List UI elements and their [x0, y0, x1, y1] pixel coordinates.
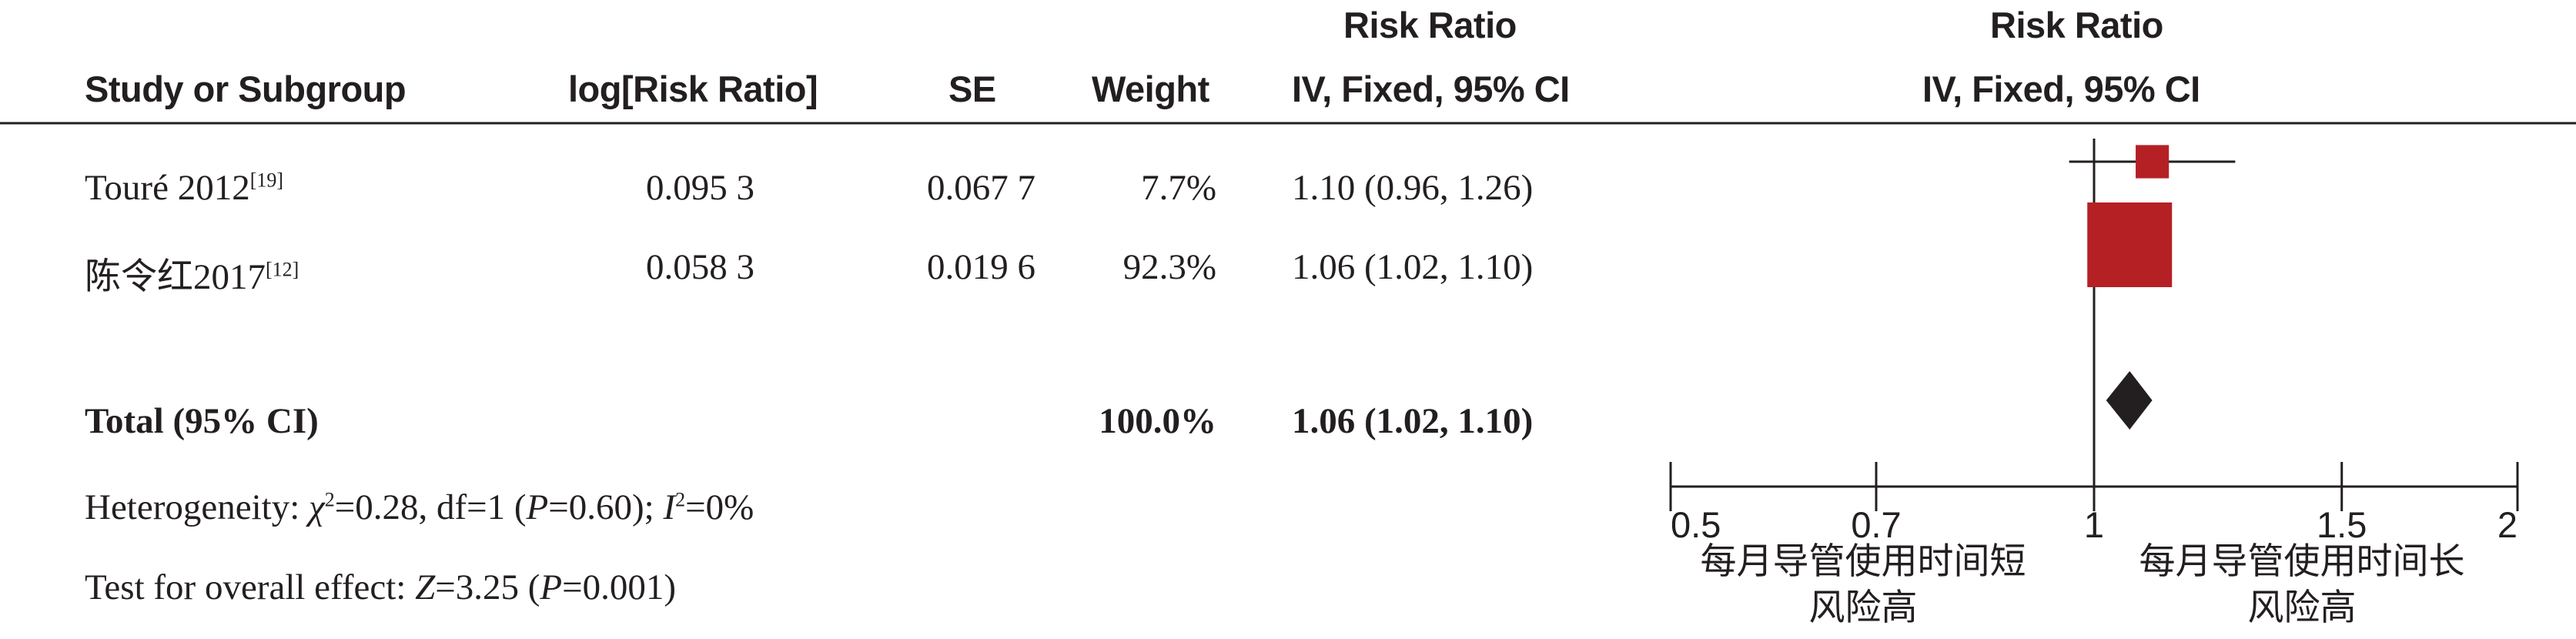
study-se: 0.019 6 — [927, 247, 1035, 287]
axis-caption-right-line2: 风险高 — [2247, 587, 2357, 629]
header-weight: Weight — [1092, 69, 1209, 109]
axis-caption-right: 每月导管使用时间长 风险高 — [2094, 539, 2510, 631]
i-symbol: I — [663, 487, 676, 527]
chi-value: =0.28, df=1 ( — [334, 487, 527, 527]
z-value: =3.25 ( — [435, 567, 540, 607]
header-plot-title: Risk Ratio — [1990, 5, 2163, 45]
header-se: SE — [948, 69, 996, 109]
header-rr-method: IV, Fixed, 95% CI — [1292, 69, 1570, 109]
overall-p-value: =0.001) — [562, 567, 677, 607]
study-se: 0.067 7 — [927, 168, 1035, 208]
axis-caption-left-line1: 每月导管使用时间短 — [1700, 540, 2026, 583]
study-reference: [19] — [249, 169, 284, 192]
p-symbol: P — [526, 487, 549, 527]
study-reference: [12] — [266, 258, 299, 281]
study-ci: 1.10 (0.96, 1.26) — [1292, 168, 1534, 208]
heterogeneity-prefix: Heterogeneity: — [85, 487, 309, 527]
overall-effect-text: Test for overall effect: Z=3.25 (P=0.001… — [85, 567, 676, 608]
study-ci: 1.06 (1.02, 1.10) — [1292, 247, 1534, 287]
study-name-row: Touré 2012[19] — [85, 167, 283, 209]
header-study-or-subgroup: Study or Subgroup — [85, 69, 406, 109]
header-log-risk-ratio: log[Risk Ratio] — [568, 69, 818, 109]
study-weight: 92.3% — [1122, 247, 1216, 287]
header-rr-title: Risk Ratio — [1343, 5, 1517, 45]
total-ci: 1.06 (1.02, 1.10) — [1292, 401, 1534, 441]
chi-symbol: χ — [309, 487, 325, 527]
heterogeneity-text: Heterogeneity: χ2=0.28, df=1 (P=0.60); I… — [85, 487, 754, 528]
axis-tick-label: 1 — [2083, 504, 2105, 545]
i-superscript: 2 — [675, 488, 686, 511]
i-value: =0% — [685, 487, 754, 527]
study-effect-square — [2087, 202, 2173, 287]
axis-caption-left-line2: 风险高 — [1808, 587, 1918, 629]
total-label: Total (95% CI) — [85, 401, 319, 441]
chi-superscript: 2 — [324, 488, 335, 511]
axis-tick-label: 0.5 — [1671, 504, 1721, 545]
overall-p-symbol: P — [540, 567, 563, 607]
axis-caption-right-line1: 每月导管使用时间长 — [2139, 540, 2465, 583]
study-effect-square — [2136, 145, 2170, 179]
study-name: Touré 2012 — [85, 168, 250, 208]
p-value: =0.60); — [548, 487, 664, 527]
z-symbol: Z — [415, 567, 436, 607]
axis-tick-label: 0.7 — [1851, 504, 1902, 545]
pooled-effect-diamond — [2106, 371, 2153, 430]
axis-tick-label: 1.5 — [2317, 504, 2367, 545]
study-name-row: 陈令红2017[12] — [85, 246, 299, 299]
total-weight: 100.0% — [1099, 401, 1216, 441]
overall-effect-prefix: Test for overall effect: — [85, 567, 416, 607]
axis-caption-left: 每月导管使用时间短 风险高 — [1655, 539, 2071, 631]
study-log-rr: 0.058 3 — [646, 247, 754, 287]
study-log-rr: 0.095 3 — [646, 168, 754, 208]
study-name: 陈令红2017 — [85, 257, 266, 297]
study-weight: 7.7% — [1141, 168, 1216, 208]
header-plot-method: IV, Fixed, 95% CI — [1922, 69, 2200, 109]
axis-tick-label: 2 — [2497, 504, 2517, 545]
